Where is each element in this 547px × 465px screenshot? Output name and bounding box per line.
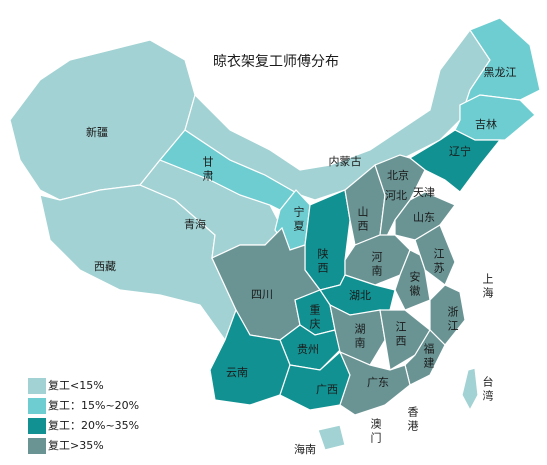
province-label: 河南 [370, 251, 383, 279]
provinces [9, 17, 541, 451]
province-label: 海南 [294, 442, 316, 456]
province-label: 陕西 [316, 247, 329, 276]
province-label: 黑龙江 [484, 66, 517, 79]
province-label: 山西 [356, 206, 369, 234]
legend-swatch [28, 418, 46, 434]
province-label: 湖北 [349, 289, 371, 302]
province-label: 青海 [184, 217, 206, 231]
legend-swatch [28, 378, 46, 394]
title-box [196, 44, 356, 78]
province-label: 天津 [413, 186, 435, 199]
province-label: 安徽 [408, 270, 421, 299]
province-label: 江苏 [432, 248, 445, 276]
province-label: 甘肃 [201, 156, 214, 184]
province [461, 367, 479, 412]
province-label: 吉林 [475, 117, 497, 131]
province-label: 浙江 [446, 306, 459, 334]
province-label: 广西 [316, 383, 338, 396]
map-title: 晾衣架复工师傅分布 [213, 53, 339, 70]
province-label: 辽宁 [449, 144, 471, 158]
province [454, 94, 536, 141]
province-label: 广东 [367, 376, 389, 389]
legend-label: 复工<15% [48, 378, 104, 392]
province [394, 249, 431, 311]
province-label: 香港 [406, 406, 419, 434]
province-label: 江西 [394, 321, 407, 349]
province-label: 贵州 [297, 343, 319, 356]
province-label: 重庆 [308, 303, 321, 332]
province-label: 台湾 [481, 375, 494, 404]
province-label: 新疆 [86, 125, 108, 139]
province-label: 宁夏 [292, 205, 305, 234]
legend-label: 复工：15%~20% [48, 398, 139, 412]
province [209, 308, 291, 406]
legend-swatch [28, 398, 46, 414]
province-label: 内蒙古 [329, 154, 362, 168]
province [317, 424, 346, 451]
province-label: 云南 [226, 366, 248, 379]
province [338, 350, 411, 416]
province-label: 湖南 [353, 323, 366, 351]
province-label: 西藏 [94, 260, 116, 273]
legend-swatch [28, 438, 46, 454]
province-label: 北京 [387, 168, 409, 182]
province-label: 河北 [385, 189, 407, 202]
province-label: 山东 [413, 211, 435, 224]
province-label: 上海 [481, 273, 494, 301]
province-label: 四川 [251, 288, 273, 301]
legend-label: 复工：20%~35% [48, 418, 139, 432]
province-label: 澳门 [369, 418, 382, 446]
province-label: 福建 [422, 342, 435, 371]
legend-label: 复工>35% [48, 438, 104, 452]
legend: 复工<15% 复工：15%~20% 复工：20%~35% 复工>35% [28, 378, 139, 454]
